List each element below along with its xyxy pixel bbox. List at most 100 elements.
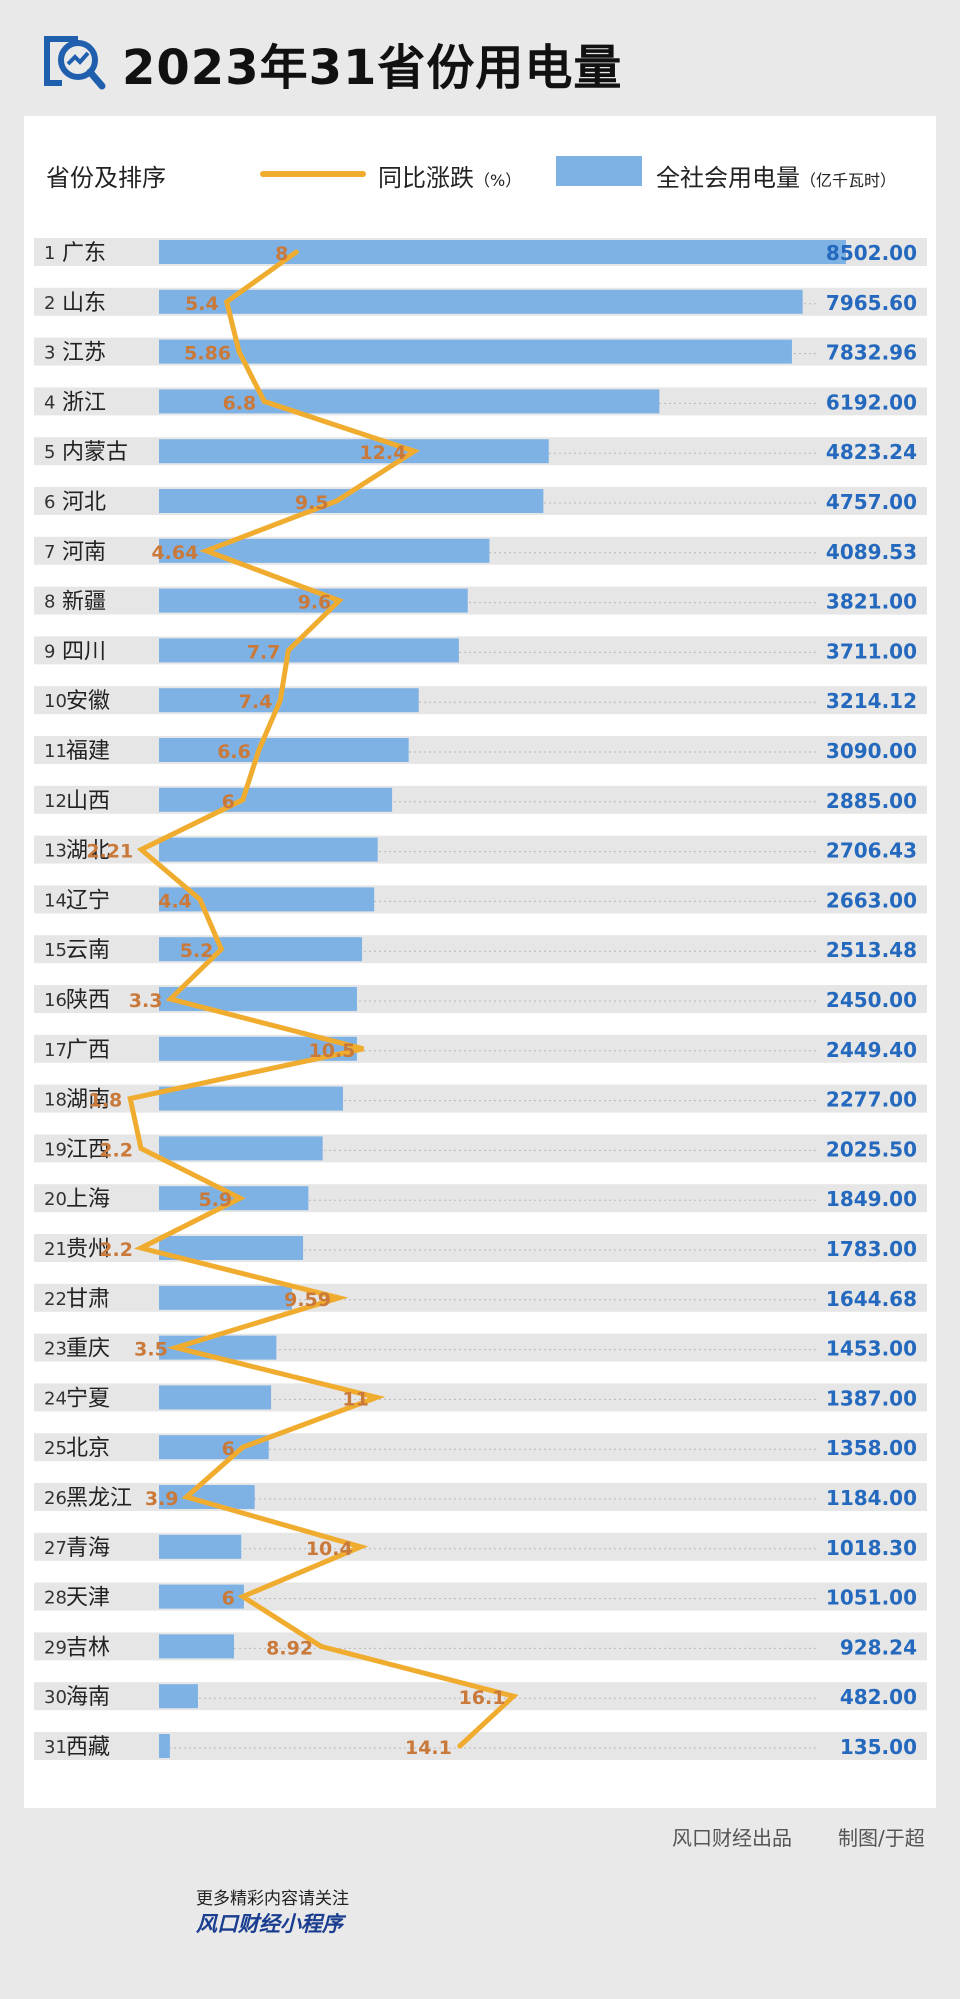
labels: 1 广东 8502.00 8 2 山东 7965.60 5.4 3 江苏 7832.96 5.86 4 浙… — [44, 241, 917, 1760]
growth-label: 9.6 — [298, 592, 332, 614]
bar — [159, 1435, 269, 1460]
province-label: 河北 — [62, 490, 106, 515]
province-label: 西藏 — [66, 1735, 110, 1760]
rank-label: 9 — [44, 641, 55, 662]
rank-label: 29 — [44, 1637, 67, 1658]
bar — [159, 339, 792, 364]
bar — [159, 1734, 170, 1758]
legend: 省份及排序 同比涨跌（%） 全社会用电量（亿千瓦时） — [24, 116, 936, 226]
province-label: 重庆 — [66, 1337, 110, 1362]
bar — [159, 1136, 323, 1161]
legend-line-unit: （%） — [474, 171, 522, 190]
bar — [159, 289, 803, 314]
value-label: 2277.00 — [826, 1088, 917, 1112]
growth-label: 10.5 — [309, 1040, 356, 1062]
rank-label: 19 — [44, 1139, 67, 1160]
rank-label: 21 — [44, 1239, 67, 1260]
value-label: 3090.00 — [826, 739, 917, 763]
province-label: 江西 — [66, 1137, 110, 1162]
rank-label: 27 — [44, 1538, 67, 1559]
value-label: 2663.00 — [826, 888, 917, 912]
growth-label: 3.3 — [129, 990, 163, 1012]
rank-label: 10 — [44, 691, 67, 712]
growth-label: 16.1 — [459, 1687, 506, 1709]
province-label: 海南 — [66, 1685, 110, 1710]
bar — [159, 1385, 272, 1410]
province-label: 天津 — [66, 1586, 110, 1611]
province-label: 内蒙古 — [62, 440, 128, 465]
rank-label: 6 — [44, 492, 55, 513]
growth-label: 6 — [222, 1438, 235, 1460]
bar — [159, 787, 393, 812]
province-label: 云南 — [66, 938, 110, 963]
growth-label: 2.2 — [99, 1239, 133, 1261]
value-label: 8502.00 — [826, 241, 917, 265]
value-label: 2513.48 — [826, 938, 917, 962]
value-label: 1387.00 — [826, 1386, 917, 1410]
bar — [159, 1584, 244, 1609]
province-label: 陕西 — [66, 988, 110, 1013]
province-label: 福建 — [66, 739, 110, 764]
province-label: 浙江 — [62, 390, 106, 415]
province-label: 贵州 — [66, 1237, 110, 1262]
legend-line-swatch — [260, 171, 366, 177]
growth-label: 9.5 — [295, 492, 329, 514]
rank-label: 2 — [44, 293, 55, 314]
value-label: 2025.50 — [826, 1137, 917, 1161]
growth-label: 2.21 — [86, 841, 133, 863]
value-label: 1051.00 — [826, 1586, 917, 1610]
value-label: 2450.00 — [826, 988, 917, 1012]
credit-author: 制图/于超 — [838, 1826, 925, 1850]
growth-label: 3.5 — [134, 1339, 168, 1361]
growth-label: 12.4 — [359, 442, 406, 464]
bar — [159, 240, 846, 264]
bar — [159, 1285, 292, 1310]
province-label: 湖南 — [66, 1088, 110, 1113]
growth-label: 6.6 — [217, 741, 251, 763]
value-label: 4757.00 — [826, 490, 917, 514]
growth-line-group — [127, 249, 519, 1749]
bar — [159, 1634, 235, 1659]
bar — [159, 638, 459, 663]
province-label: 山西 — [66, 789, 110, 814]
bar — [159, 887, 375, 912]
bar — [159, 389, 660, 414]
growth-label: 4.4 — [158, 890, 192, 912]
legend-bar-unit: （亿千瓦时） — [800, 171, 897, 190]
rank-label: 4 — [44, 392, 55, 413]
value-label: 2885.00 — [826, 789, 917, 813]
value-label: 2449.40 — [826, 1038, 917, 1062]
value-label: 4089.53 — [826, 540, 917, 564]
rank-label: 23 — [44, 1339, 67, 1360]
value-label: 1184.00 — [826, 1486, 917, 1510]
bar — [159, 738, 409, 762]
province-label: 北京 — [66, 1436, 110, 1461]
credit-producer: 风口财经出品 — [672, 1826, 792, 1850]
growth-label: 5.2 — [180, 940, 214, 962]
bar — [159, 439, 549, 464]
chart-panel: 省份及排序 同比涨跌（%） 全社会用电量（亿千瓦时） 1 广东 8502.00 8 2 山… — [24, 116, 936, 1808]
province-label: 甘肃 — [66, 1287, 110, 1312]
value-label: 482.00 — [840, 1685, 917, 1709]
bar — [159, 987, 357, 1011]
value-label: 1644.68 — [826, 1287, 917, 1311]
rank-label: 5 — [44, 442, 55, 463]
rank-label: 15 — [44, 940, 67, 961]
bar — [159, 937, 363, 962]
province-label: 黑龙江 — [66, 1486, 132, 1511]
province-label: 安徽 — [66, 689, 110, 714]
value-label: 2706.43 — [826, 839, 917, 863]
value-label: 1849.00 — [826, 1187, 917, 1211]
value-label: 1783.00 — [826, 1237, 917, 1261]
value-label: 3821.00 — [826, 590, 917, 614]
rank-label: 13 — [44, 841, 67, 862]
growth-label: 5.9 — [198, 1189, 232, 1211]
value-label: 1018.30 — [826, 1536, 917, 1560]
growth-label: 5.86 — [184, 343, 231, 365]
growth-label: 9.59 — [284, 1289, 331, 1311]
growth-label: 14.1 — [405, 1737, 452, 1759]
province-label: 吉林 — [66, 1635, 110, 1660]
province-label: 湖北 — [66, 839, 110, 864]
value-label: 7832.96 — [826, 341, 917, 365]
province-label: 四川 — [62, 639, 106, 664]
